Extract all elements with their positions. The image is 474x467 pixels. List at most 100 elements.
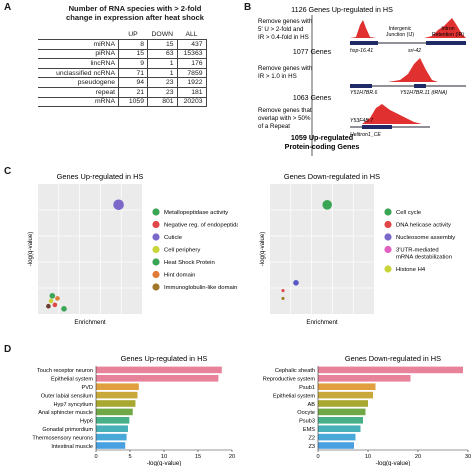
cell-label: lincRNA [38, 58, 119, 69]
bar [96, 442, 126, 449]
cell-down: 1 [147, 58, 178, 69]
track-1: hsp-16.41 sri-42 Intergenic Junction (IJ… [350, 18, 466, 54]
bar [96, 391, 138, 399]
cell-up: 15 [118, 48, 148, 60]
cell-all: 7859 [176, 67, 207, 79]
bar [96, 375, 219, 382]
cell-down: 23 [147, 86, 178, 98]
track1-exon-b [426, 41, 466, 45]
bar-category-label: Thermosensory neurons [32, 435, 93, 441]
bar [96, 417, 130, 424]
bar-down: Genes Down-regulated in HS Cephalic sheat… [263, 354, 471, 466]
legend-label: Immunoglobulin-like domain [164, 285, 237, 291]
col-header-up: UP [128, 31, 138, 38]
bar-title: Genes Up-regulated in HS [121, 354, 208, 363]
bar-category-label: Cephalic sheath [275, 368, 315, 374]
track1-peak-a [350, 20, 376, 38]
count2: 1063 Genes [293, 95, 332, 102]
x-tick-label: 30 [465, 454, 471, 460]
bar-category-label: Gonadal primordium [42, 427, 93, 433]
bar-category-label: AB [308, 402, 316, 408]
legend-swatch [152, 258, 160, 266]
table-title: Number of RNA species with > 2-fold chan… [40, 4, 230, 22]
cell-all: 437 [176, 39, 207, 50]
scatter-down: Genes Down-regulated in HS Enrichment -log… [259, 172, 455, 326]
step1-line3: IR > 0.4-fold in HS [258, 34, 309, 41]
bar-category-label: Z2 [308, 435, 315, 441]
table-header-row: UP DOWN ALL [38, 30, 206, 40]
cell-down: 63 [147, 48, 178, 60]
cell-down: 801 [147, 96, 178, 108]
count1: 1077 Genes [293, 49, 332, 56]
bar [96, 425, 128, 432]
pipeline-top: 1126 Genes Up-regulated in HS [291, 5, 393, 14]
bar-category-label: Intestinal muscle [51, 444, 93, 450]
cell-label: repeat [38, 86, 119, 98]
scatter-point [113, 199, 124, 211]
step3-line3: of a Repeat [258, 123, 290, 130]
track2-exon-a [350, 84, 372, 88]
legend-swatch [384, 220, 392, 229]
plot-area [38, 184, 142, 314]
legend-swatch [384, 265, 392, 273]
track1-gene-label: hsp-16.41 [350, 48, 373, 54]
y-axis-label: -log(q-value) [27, 232, 34, 267]
legend-label: Metallopeptidase activity [164, 210, 228, 216]
bar [96, 400, 136, 407]
cell-all: 15363 [176, 48, 207, 60]
y-axis-label: -log(q-value) [259, 232, 266, 267]
legend-label: Cuticle [164, 235, 183, 241]
table-row: mRNA 1059 801 20203 [38, 96, 207, 108]
bar [318, 408, 366, 416]
table-row: lincRNA 9 1 176 [38, 58, 207, 69]
legend-swatch [384, 245, 392, 254]
table-title-line1: Number of RNA species with > 2-fold [68, 4, 202, 13]
step2-line2: IR > 1.0 in HS [258, 73, 297, 80]
track1-ir-label2: Retention (IR) [432, 32, 465, 38]
table-row: miRNA 8 15 437 [38, 39, 207, 50]
cell-down: 15 [147, 39, 178, 50]
cell-label: unclassified ncRNA [38, 67, 119, 79]
step1-line1: Remove genes with [258, 18, 313, 25]
bar-category-label: Epithelial system [51, 377, 93, 383]
cell-all: 176 [176, 58, 207, 69]
cell-label: pseudogene [38, 77, 119, 88]
bar [96, 383, 139, 390]
bar [96, 408, 133, 416]
step3-line2: overlap with > 50% [258, 115, 311, 122]
final-line2: Protein-coding Genes [285, 142, 360, 151]
cell-down: 1 [147, 67, 178, 79]
track2-peak [388, 58, 438, 82]
bar-category-label: Reproductive system [263, 377, 316, 383]
x-tick-label: 20 [415, 454, 421, 460]
track1-peak-b [424, 18, 466, 38]
table-row: repeat 21 23 181 [38, 86, 207, 98]
bar-up: Genes Up-regulated in HS Touch receptor n… [32, 354, 235, 466]
legend-label: 3'UTR-mediated [396, 248, 439, 254]
x-tick-label: 15 [195, 454, 201, 460]
scatter-point [52, 302, 58, 308]
scatter-title: Genes Down-regulated in HS [284, 172, 380, 181]
bar-category-label: Hyp6 [80, 419, 93, 425]
track1-exon-a [350, 41, 378, 45]
legend-swatch [384, 208, 392, 216]
legend-swatch [152, 270, 160, 279]
cell-down: 23 [147, 77, 178, 88]
legend-label: DNA helicase activity [396, 223, 451, 229]
legend-swatch [384, 233, 392, 241]
legend-label: mRNA destabilization [396, 255, 452, 261]
track2-gene-label: Y51H7BR.6 [350, 90, 378, 96]
legend-swatch [152, 220, 160, 229]
panel-letter-b: B [244, 2, 252, 13]
bar-category-label: Outer labial sensilum [41, 393, 94, 399]
cell-up: 9 [118, 58, 148, 69]
bar-title: Genes Down-regulated in HS [345, 354, 441, 363]
col-header-down: DOWN [151, 31, 174, 38]
bar [318, 366, 463, 374]
legend-label: Cell cycle [396, 210, 422, 216]
legend-swatch [152, 233, 160, 241]
legend-label: Heat Shock Protein [164, 260, 215, 266]
track1-ir-label: Intron [441, 26, 454, 32]
scatter-point [61, 306, 67, 312]
cell-label: piRNA [38, 48, 119, 60]
